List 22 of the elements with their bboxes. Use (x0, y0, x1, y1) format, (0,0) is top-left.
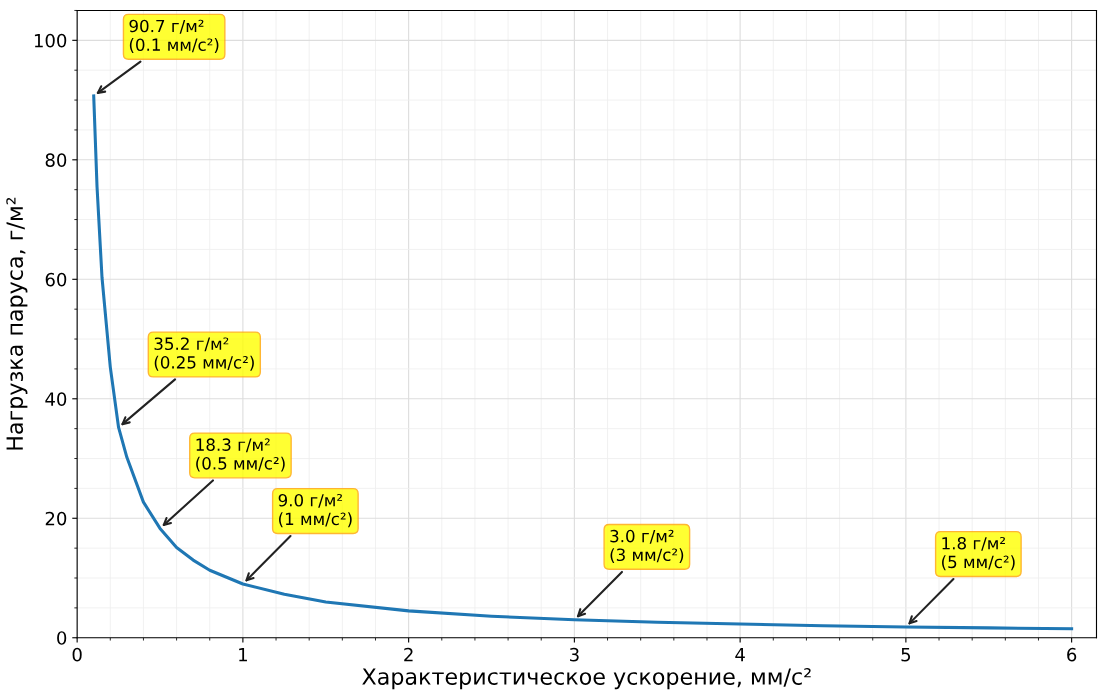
y-tick-label: 0 (57, 631, 67, 645)
annotation: 90.7 г/м² (0.1 мм/с²) (129, 19, 219, 53)
annotation: 3.0 г/м² (3 мм/с²) (610, 529, 684, 564)
x-tick-label: 3 (570, 647, 579, 662)
y-tick-label: 60 (45, 272, 67, 287)
y-tick-label: 20 (45, 511, 67, 526)
annotation: 1.8 г/м² (5 мм/с²) (942, 536, 1015, 571)
annotation: 18.3 г/м² (0.5 мм/с²) (196, 438, 285, 472)
x-tick-label: 2 (404, 647, 413, 662)
x-axis-title: Характеристическое ускорение, мм/с² (362, 668, 811, 690)
x-tick-label: 1 (239, 648, 247, 662)
x-tick-label: 0 (72, 647, 82, 662)
line-series (92, 94, 1074, 631)
y-tick-label: 40 (45, 392, 67, 406)
y-tick-label: 100 (34, 33, 67, 48)
y-axis-title: Нагрузка паруса, г/м² (6, 197, 28, 450)
x-tick-label: 6 (1067, 647, 1077, 662)
x-tick-label: 5 (901, 648, 911, 662)
annotation: 9.0 г/м² (1 мм/с²) (278, 493, 352, 528)
annotation: 35.2 г/м² (0.25 мм/с²) (154, 337, 254, 371)
x-tick-label: 4 (735, 648, 745, 662)
y-tick-label: 80 (45, 153, 67, 167)
